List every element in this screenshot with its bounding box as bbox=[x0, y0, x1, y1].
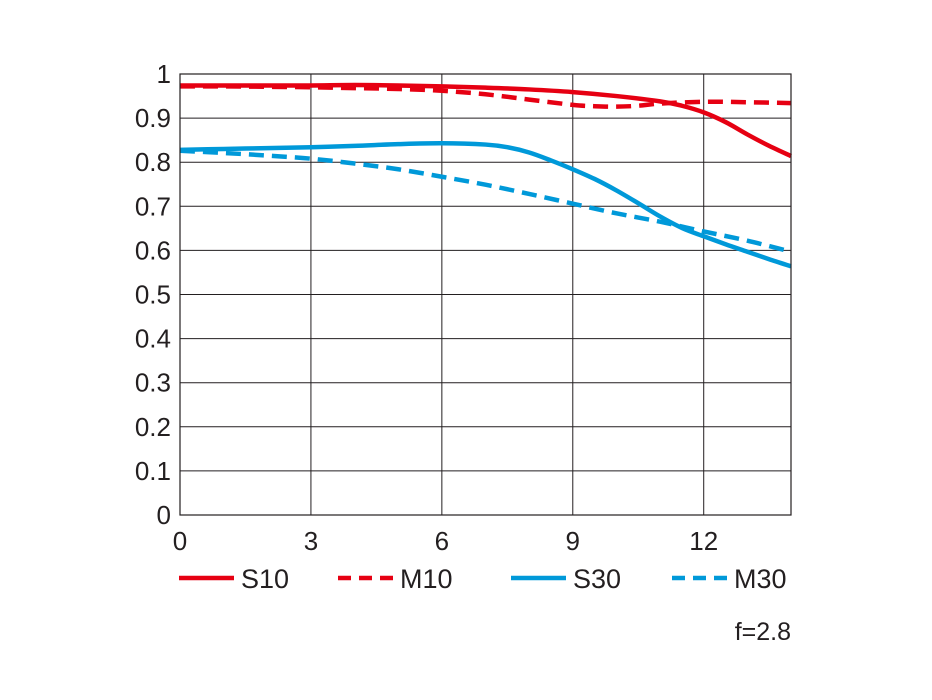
plot-frame bbox=[179, 73, 792, 516]
x-tick-label: 6 bbox=[435, 526, 449, 556]
y-tick-label: 0.5 bbox=[135, 280, 171, 310]
y-tick-label: 0.9 bbox=[135, 103, 171, 133]
x-tick-label: 12 bbox=[689, 526, 718, 556]
y-tick-label: 1 bbox=[157, 59, 171, 89]
aperture-annotation: f=2.8 bbox=[735, 618, 791, 646]
y-tick-label: 0.7 bbox=[135, 191, 171, 221]
y-tick-labels: 0 0.1 0.2 0.3 0.4 0.5 0.6 0.7 0.8 0.9 1 bbox=[135, 59, 171, 530]
grid-lines bbox=[180, 74, 791, 515]
y-tick-label: 0 bbox=[157, 500, 171, 530]
y-tick-label: 0.1 bbox=[135, 456, 171, 486]
legend-label-m10: M10 bbox=[400, 564, 453, 594]
y-tick-label: 0.3 bbox=[135, 368, 171, 398]
series-line-s10 bbox=[180, 82, 792, 159]
series-line-s30 bbox=[179, 140, 792, 269]
y-tick-label: 0.6 bbox=[135, 235, 171, 265]
y-tick-label: 0.4 bbox=[135, 324, 171, 354]
x-tick-label: 3 bbox=[304, 526, 318, 556]
x-tick-label: 0 bbox=[173, 526, 187, 556]
y-tick-label: 0.8 bbox=[135, 147, 171, 177]
series-lines bbox=[179, 82, 792, 269]
y-tick-label: 0.2 bbox=[135, 412, 171, 442]
x-tick-label: 9 bbox=[566, 526, 580, 556]
legend-label-s10: S10 bbox=[241, 564, 289, 594]
series-line-m30 bbox=[179, 148, 792, 254]
legend: S10 M10 S30 M30 bbox=[179, 564, 787, 594]
x-tick-labels: 0 3 6 9 12 bbox=[173, 526, 718, 556]
legend-label-s30: S30 bbox=[573, 564, 621, 594]
legend-label-m30: M30 bbox=[734, 564, 787, 594]
